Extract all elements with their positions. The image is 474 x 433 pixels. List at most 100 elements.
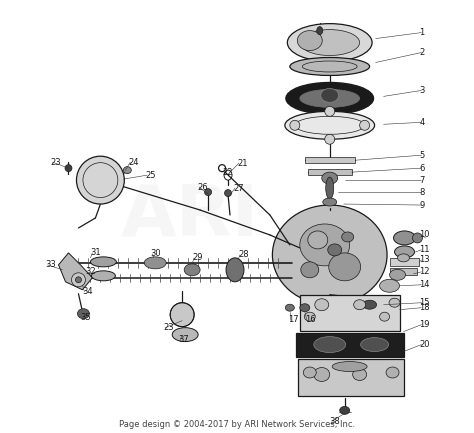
Text: 10: 10 — [419, 230, 430, 239]
Ellipse shape — [225, 190, 231, 197]
Ellipse shape — [300, 29, 360, 55]
Text: 20: 20 — [419, 340, 430, 349]
Ellipse shape — [301, 262, 319, 278]
Text: 15: 15 — [419, 298, 430, 307]
Bar — [298, 359, 403, 397]
Text: 31: 31 — [91, 249, 101, 257]
Bar — [308, 169, 352, 175]
Ellipse shape — [322, 172, 337, 184]
Ellipse shape — [325, 107, 335, 116]
Ellipse shape — [329, 253, 361, 281]
Text: 33: 33 — [46, 260, 56, 269]
Text: 5: 5 — [419, 151, 425, 160]
Text: 22: 22 — [222, 168, 233, 177]
Ellipse shape — [273, 205, 387, 305]
Text: 24: 24 — [128, 158, 139, 167]
Ellipse shape — [75, 277, 82, 283]
Text: 23: 23 — [163, 323, 174, 332]
Ellipse shape — [170, 303, 194, 326]
Ellipse shape — [380, 279, 400, 292]
Text: 28: 28 — [238, 250, 249, 259]
Ellipse shape — [290, 58, 370, 75]
Ellipse shape — [332, 362, 367, 372]
Ellipse shape — [123, 167, 131, 174]
Ellipse shape — [286, 82, 374, 114]
Text: 27: 27 — [233, 184, 244, 193]
Ellipse shape — [77, 309, 90, 319]
Ellipse shape — [314, 368, 330, 381]
Ellipse shape — [205, 189, 211, 196]
Text: 3: 3 — [419, 86, 425, 95]
Ellipse shape — [325, 134, 335, 144]
Text: 9: 9 — [419, 200, 425, 210]
Ellipse shape — [363, 300, 376, 309]
Ellipse shape — [380, 312, 390, 321]
Text: 6: 6 — [419, 164, 425, 173]
Ellipse shape — [361, 338, 389, 352]
Ellipse shape — [226, 258, 244, 282]
Ellipse shape — [300, 224, 350, 266]
Ellipse shape — [398, 254, 410, 262]
Text: 12: 12 — [419, 267, 430, 276]
Polygon shape — [58, 253, 92, 290]
Text: 8: 8 — [419, 187, 425, 197]
Text: 18: 18 — [419, 303, 430, 312]
Text: 7: 7 — [419, 176, 425, 184]
Ellipse shape — [340, 407, 350, 414]
Text: 30: 30 — [150, 249, 161, 259]
Ellipse shape — [386, 367, 399, 378]
Ellipse shape — [290, 120, 300, 130]
Ellipse shape — [300, 304, 310, 312]
Ellipse shape — [91, 271, 115, 281]
Ellipse shape — [172, 328, 198, 342]
Ellipse shape — [394, 246, 414, 258]
Text: 17: 17 — [288, 315, 299, 324]
Text: 23: 23 — [51, 158, 61, 167]
Text: 38: 38 — [330, 417, 340, 426]
Ellipse shape — [315, 299, 329, 311]
Ellipse shape — [321, 88, 339, 102]
Bar — [300, 295, 400, 331]
Text: 11: 11 — [419, 246, 430, 255]
Ellipse shape — [353, 368, 366, 381]
Text: 1: 1 — [419, 28, 425, 37]
Ellipse shape — [323, 198, 337, 206]
Text: 26: 26 — [197, 183, 208, 191]
Text: 34: 34 — [82, 287, 93, 296]
Ellipse shape — [184, 264, 200, 276]
Ellipse shape — [390, 269, 405, 280]
Text: ARI: ARI — [120, 182, 259, 251]
Ellipse shape — [72, 273, 85, 287]
Ellipse shape — [342, 232, 354, 242]
Text: Page design © 2004-2017 by ARI Network Services, Inc.: Page design © 2004-2017 by ARI Network S… — [119, 420, 355, 429]
Ellipse shape — [65, 165, 72, 171]
Ellipse shape — [304, 312, 315, 321]
Ellipse shape — [308, 231, 328, 249]
Text: 32: 32 — [85, 267, 96, 276]
Ellipse shape — [91, 257, 116, 267]
Ellipse shape — [354, 300, 365, 310]
Ellipse shape — [393, 231, 416, 245]
Text: 4: 4 — [419, 118, 425, 127]
Ellipse shape — [76, 156, 124, 204]
Ellipse shape — [328, 244, 342, 256]
Ellipse shape — [317, 26, 323, 35]
Bar — [296, 333, 403, 356]
Text: 21: 21 — [237, 158, 247, 168]
Ellipse shape — [389, 298, 400, 307]
Ellipse shape — [303, 367, 316, 378]
Ellipse shape — [144, 257, 166, 269]
Ellipse shape — [287, 24, 372, 61]
Bar — [390, 258, 419, 266]
Ellipse shape — [412, 233, 422, 243]
Bar — [390, 268, 418, 275]
Ellipse shape — [297, 31, 322, 51]
Text: 25: 25 — [145, 171, 156, 180]
Bar — [305, 157, 355, 163]
Ellipse shape — [285, 111, 374, 139]
Ellipse shape — [285, 304, 294, 311]
Ellipse shape — [326, 177, 334, 199]
Text: 29: 29 — [192, 253, 202, 262]
Text: 13: 13 — [419, 255, 430, 265]
Ellipse shape — [300, 89, 360, 107]
